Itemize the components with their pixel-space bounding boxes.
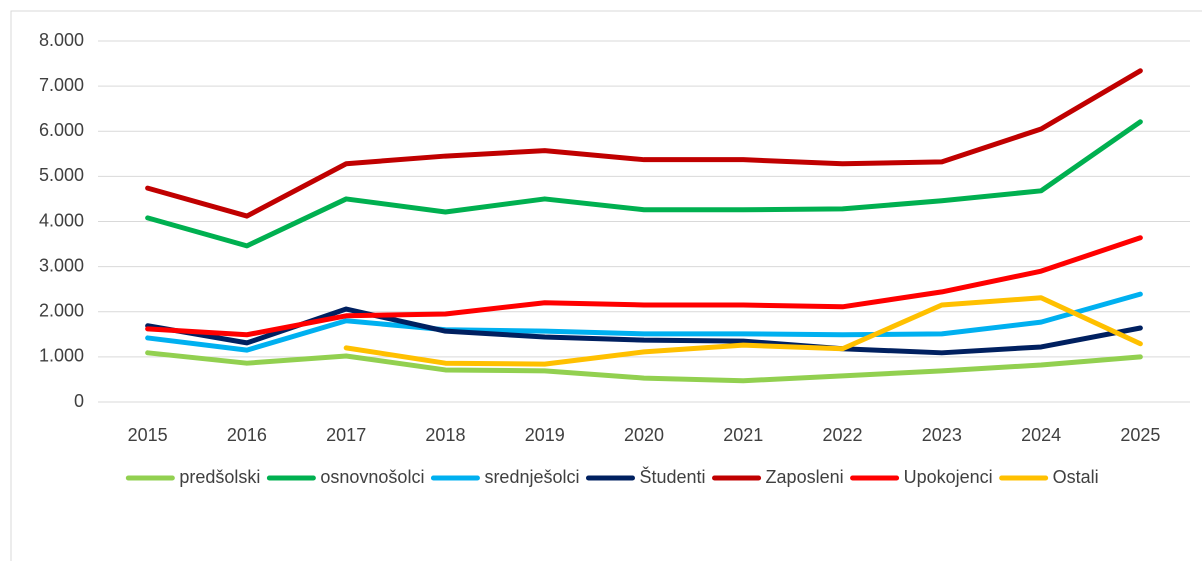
series-line	[145, 350, 1143, 384]
x-tick-label: 2019	[525, 425, 565, 445]
x-tick-label: 2024	[1021, 425, 1061, 445]
series-line	[145, 235, 1143, 338]
y-tick-label: 4.000	[39, 210, 84, 230]
y-tick-label: 5.000	[39, 165, 84, 185]
legend-label: Upokojenci	[904, 467, 993, 487]
x-tick-label: 2020	[624, 425, 664, 445]
x-tick-label: 2015	[128, 425, 168, 445]
x-tick-label: 2018	[425, 425, 465, 445]
legend-label: Študenti	[639, 466, 705, 487]
series-line	[145, 306, 1143, 356]
legend-label: Zaposleni	[766, 467, 844, 487]
legend-label: osnovnošolci	[320, 467, 424, 487]
y-tick-label: 8.000	[39, 30, 84, 50]
x-tick-label: 2025	[1120, 425, 1160, 445]
series-line	[343, 295, 1143, 367]
x-tick-label: 2022	[823, 425, 863, 445]
series-line	[145, 291, 1143, 353]
x-tick-label: 2021	[723, 425, 763, 445]
legend-label: Ostali	[1053, 467, 1099, 487]
series-line	[145, 119, 1143, 249]
y-tick-label: 6.000	[39, 120, 84, 140]
series-line	[145, 68, 1143, 219]
x-tick-label: 2016	[227, 425, 267, 445]
chart-border	[10, 10, 1202, 561]
y-tick-label: 0	[74, 391, 84, 411]
y-tick-label: 1.000	[39, 346, 84, 366]
y-tick-label: 7.000	[39, 75, 84, 95]
y-tick-label: 3.000	[39, 255, 84, 275]
y-tick-label: 2.000	[39, 301, 84, 321]
x-tick-label: 2023	[922, 425, 962, 445]
x-tick-label: 2017	[326, 425, 366, 445]
legend-label: srednješolci	[484, 467, 579, 487]
legend-label: predšolski	[179, 467, 260, 487]
